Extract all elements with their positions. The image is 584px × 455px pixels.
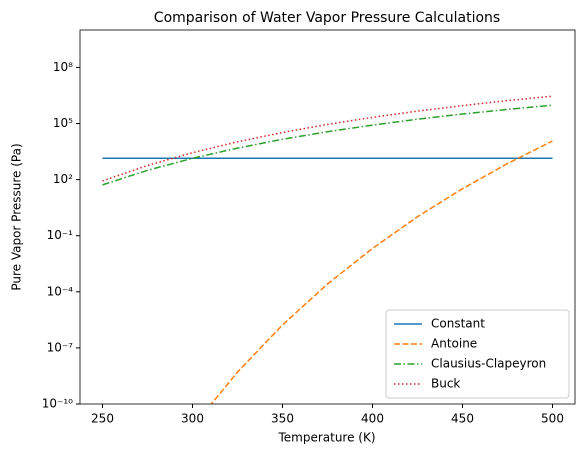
line-series (210, 140, 553, 404)
x-tick-label: 400 (361, 412, 384, 426)
y-tick-label: 10⁻⁷ (47, 340, 74, 354)
x-tick-label: 300 (181, 412, 204, 426)
legend-label: Buck (431, 377, 460, 391)
y-tick-label: 10⁸ (53, 60, 73, 74)
y-tick-label: 10² (53, 172, 73, 186)
line-series (102, 104, 553, 186)
chart-title: Comparison of Water Vapor Pressure Calcu… (154, 10, 500, 26)
y-axis-label: Pure Vapor Pressure (Pa) (10, 143, 24, 290)
y-tick-label: 10⁻¹ (47, 228, 74, 242)
line-series (102, 95, 553, 182)
x-axis-label: Temperature (K) (277, 431, 375, 445)
legend-label: Constant (431, 317, 485, 331)
legend-label: Antoine (431, 337, 477, 351)
legend-label: Clausius-Clapeyron (431, 357, 546, 371)
y-tick-label: 10⁵ (53, 116, 73, 130)
axes-frame (79, 29, 576, 405)
y-tick-label: 10⁻¹⁰ (42, 397, 73, 411)
y-tick-label: 10⁻⁴ (47, 284, 74, 298)
x-tick-label: 500 (541, 412, 564, 426)
x-tick-label: 250 (91, 412, 114, 426)
legend-box (385, 309, 570, 399)
x-tick-label: 450 (451, 412, 474, 426)
x-tick-label: 350 (271, 412, 294, 426)
plot-area (102, 95, 553, 404)
